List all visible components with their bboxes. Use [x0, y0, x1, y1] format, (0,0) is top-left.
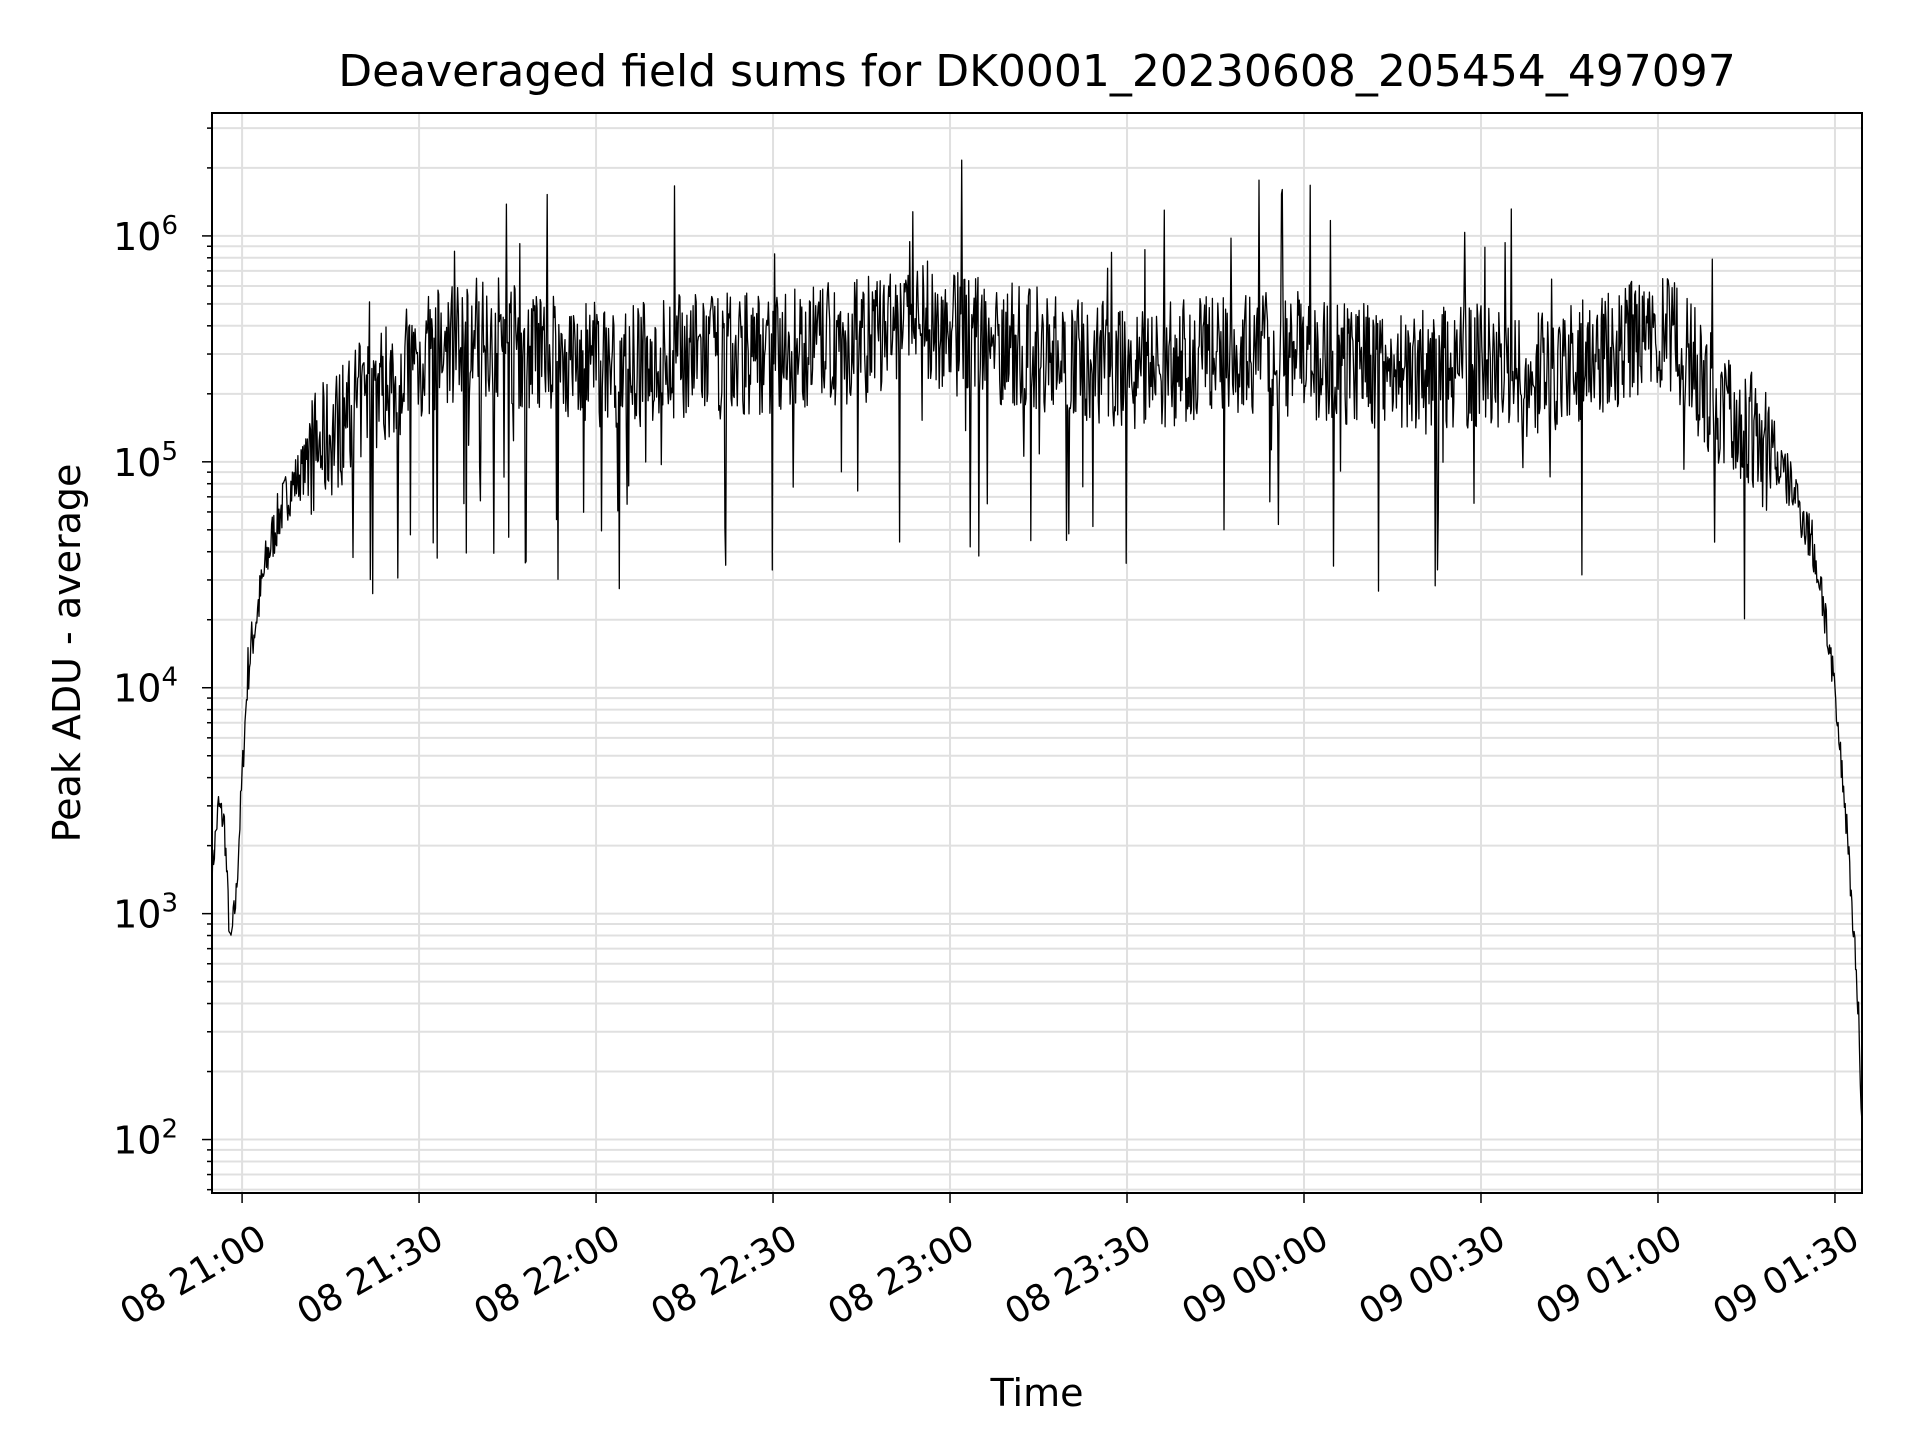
- x-tick-label: 08 23:30: [998, 1217, 1158, 1333]
- plot-frame: [211, 112, 1863, 1194]
- y-tick-label: 103: [113, 889, 178, 937]
- chart-title: Deaveraged field sums for DK0001_2023060…: [338, 46, 1736, 97]
- x-tick-label: 08 23:00: [821, 1217, 981, 1333]
- y-tick-label: 102: [113, 1115, 178, 1163]
- y-tick-label: 104: [113, 663, 178, 711]
- x-tick-label: 08 22:00: [467, 1217, 627, 1333]
- x-tick-label: 09 00:30: [1352, 1217, 1512, 1333]
- x-axis-ticks: 08 21:00 08 21:30 08 22:00 08 22:30 08 23:00…: [113, 1193, 1866, 1333]
- y-tick-exponent: 5: [161, 437, 178, 467]
- x-axis-label: Time: [990, 1371, 1084, 1415]
- series-line-group: [211, 159, 1863, 1122]
- x-tick-label: 08 21:30: [290, 1217, 450, 1333]
- y-axis-label: Peak ADU - average: [45, 464, 89, 843]
- series-line: [211, 159, 1863, 1122]
- grid-lines: [212, 113, 1862, 1193]
- y-tick-exponent: 4: [161, 663, 178, 693]
- y-tick-label: 106: [113, 211, 178, 259]
- x-tick-label: 09 01:30: [1706, 1217, 1866, 1333]
- y-tick-label: 105: [113, 437, 178, 485]
- y-tick-exponent: 3: [161, 889, 178, 919]
- x-tick-label: 09 00:00: [1175, 1217, 1335, 1333]
- y-tick-exponent: 6: [161, 211, 178, 241]
- x-tick-label: 08 21:00: [113, 1217, 273, 1333]
- x-tick-label: 08 22:30: [644, 1217, 804, 1333]
- y-axis-ticks: 102 103 104 105 106: [113, 127, 212, 1191]
- y-tick-exponent: 2: [161, 1115, 178, 1145]
- x-tick-label: 09 01:00: [1529, 1217, 1689, 1333]
